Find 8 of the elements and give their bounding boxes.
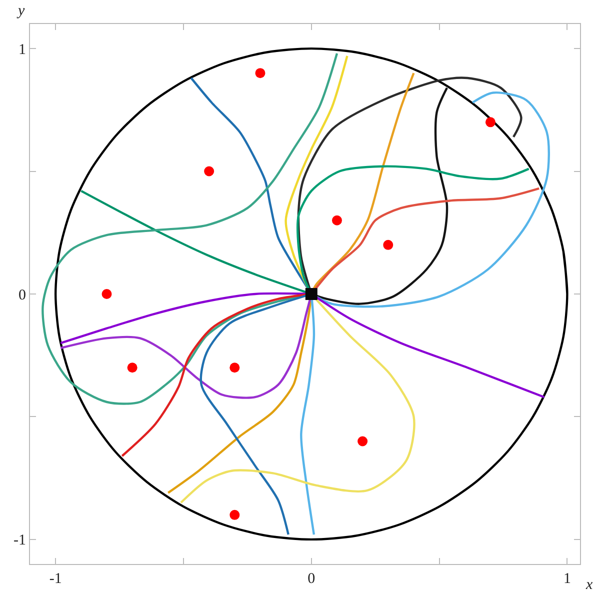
x-tick-label: -1 (49, 571, 62, 587)
y-axis-title: y (16, 3, 25, 19)
y-tick-label: -1 (14, 532, 26, 549)
y-tick-label: 0 (18, 287, 26, 304)
x-tick-label: 0 (308, 571, 316, 587)
y-tick-label: 1 (18, 42, 26, 58)
x-axis-title: x (585, 577, 593, 593)
x-tick-label: 1 (563, 571, 571, 587)
